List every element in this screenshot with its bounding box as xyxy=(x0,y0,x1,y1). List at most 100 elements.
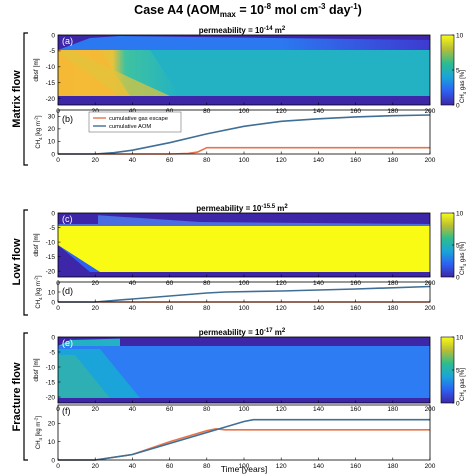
y-tick-label-d: 10 xyxy=(48,289,56,296)
colorbar-label-a: CH4 gas [%] xyxy=(460,70,467,103)
x-tick-label-c: 20 xyxy=(92,280,100,287)
colorbar-tick-label-a: 0 xyxy=(456,102,460,109)
y-axis-label-d: CH4 [kg m-2] xyxy=(34,275,44,309)
y-axis-label-c: dbsf [m] xyxy=(33,233,40,256)
figure-title: Case A4 (AOMmax = 10-8 mol cm-3 day-1) xyxy=(134,2,362,19)
colorbar-tick-label-e: 0 xyxy=(456,400,460,407)
y-tick-label-f: 0 xyxy=(51,457,55,464)
x-tick-label-a: 160 xyxy=(350,108,361,115)
y-tick-label-a: -5 xyxy=(49,48,55,55)
colorbar-label-e: CH4 gas [%] xyxy=(460,368,467,401)
x-tick-label-d: 20 xyxy=(92,305,100,312)
x-tick-label-e: 100 xyxy=(239,406,250,413)
x-tick-label-a: 180 xyxy=(387,108,398,115)
panel-tag-b: (b) xyxy=(62,114,73,124)
row-label-low-flow: Low flow xyxy=(11,238,23,285)
y-tick-label-e: -5 xyxy=(49,349,55,356)
colorbar-tick-label-a: 10 xyxy=(456,32,464,39)
row-label-fracture-flow: Fracture flow xyxy=(11,362,23,432)
x-tick-label-f: 100 xyxy=(239,463,250,470)
x-tick-label-c: 160 xyxy=(350,280,361,287)
y-tick-label-f: 10 xyxy=(48,439,56,446)
heatmap-panel-c xyxy=(58,213,430,277)
x-tick-label-f: 120 xyxy=(276,463,287,470)
x-tick-label-a: 120 xyxy=(276,108,287,115)
series-line-gas-escape-f xyxy=(58,427,430,461)
colorbar-label-c: CH4 gas [%] xyxy=(460,242,467,275)
x-tick-label-f: 20 xyxy=(92,463,100,470)
x-tick-label-d: 100 xyxy=(239,305,250,312)
x-tick-label-c: 140 xyxy=(313,280,324,287)
colorbar-tick-label-c: 10 xyxy=(456,210,464,217)
series-line-aom-f xyxy=(58,418,430,461)
y-tick-label-e: -10 xyxy=(46,364,56,371)
x-tick-label-b: 140 xyxy=(313,157,324,164)
x-tick-label-a: 80 xyxy=(203,108,211,115)
x-tick-label-f: 140 xyxy=(313,463,324,470)
x-tick-label-e: 80 xyxy=(203,406,211,413)
y-tick-label-b: 10 xyxy=(48,139,56,146)
permeability-label-c: permeability = 10-15.5 m2 xyxy=(196,204,288,213)
y-tick-label-e: 0 xyxy=(51,334,55,341)
permeability-label-e: permeability = 10-17 m2 xyxy=(199,328,286,337)
x-tick-label-d: 80 xyxy=(203,305,211,312)
x-tick-label-f: 80 xyxy=(203,463,211,470)
x-tick-label-d: 180 xyxy=(387,305,398,312)
x-tick-label-f: 0 xyxy=(56,463,60,470)
x-tick-label-d: 40 xyxy=(129,305,137,312)
x-tick-label-e: 120 xyxy=(276,406,287,413)
panel-tag-c: (c) xyxy=(62,214,73,224)
y-axis-label-e: dbsf [m] xyxy=(33,358,40,381)
x-tick-label-b: 40 xyxy=(129,157,137,164)
x-tick-label-b: 100 xyxy=(239,157,250,164)
y-tick-label-a: -10 xyxy=(46,64,56,71)
x-tick-label-d: 160 xyxy=(350,305,361,312)
x-tick-label-e: 140 xyxy=(313,406,324,413)
x-tick-label-b: 80 xyxy=(203,157,211,164)
x-tick-label-a: 60 xyxy=(166,108,174,115)
x-tick-label-c: 80 xyxy=(203,280,211,287)
x-tick-label-a: 140 xyxy=(313,108,324,115)
x-tick-label-e: 180 xyxy=(387,406,398,413)
x-tick-label-d: 0 xyxy=(56,305,60,312)
x-tick-label-c: 100 xyxy=(239,280,250,287)
x-tick-label-d: 60 xyxy=(166,305,174,312)
x-tick-label-b: 0 xyxy=(56,157,60,164)
y-tick-label-b: 20 xyxy=(48,126,56,133)
legend-label-aom: cumulative AOM xyxy=(109,124,151,130)
x-tick-label-b: 120 xyxy=(276,157,287,164)
x-tick-label-b: 60 xyxy=(166,157,174,164)
y-tick-label-c: 0 xyxy=(51,210,55,217)
x-tick-label-e: 60 xyxy=(166,406,174,413)
y-tick-label-c: -10 xyxy=(46,239,56,246)
x-tick-label-d: 200 xyxy=(425,305,436,312)
colorbar-tick-label-e: 10 xyxy=(456,334,464,341)
x-tick-label-b: 20 xyxy=(92,157,100,164)
y-axis-label-b: CH4 [kg m-2] xyxy=(34,115,44,149)
y-tick-label-a: 0 xyxy=(51,32,55,39)
x-tick-label-c: 40 xyxy=(129,280,137,287)
permeability-label-a: permeability = 10-14 m2 xyxy=(199,26,286,35)
series-line-aom-d xyxy=(58,285,431,303)
y-tick-label-f: 20 xyxy=(48,421,56,428)
y-axis-label-a: dbsf [m] xyxy=(33,58,40,81)
y-tick-label-c: -20 xyxy=(46,268,56,275)
x-tick-label-b: 160 xyxy=(350,157,361,164)
y-tick-label-d: 0 xyxy=(51,299,55,306)
y-tick-label-a: -15 xyxy=(46,80,56,87)
row-bracket-matrix xyxy=(23,32,28,166)
heatmap-panel-e xyxy=(58,337,430,403)
colorbar-tick-label-c: 0 xyxy=(456,274,460,281)
panel-tag-a: (a) xyxy=(62,36,73,46)
y-tick-label-e: -15 xyxy=(46,379,56,386)
panel-tag-e: (e) xyxy=(62,338,73,348)
y-tick-label-b: 30 xyxy=(48,114,56,121)
x-tick-label-f: 160 xyxy=(350,463,361,470)
x-tick-label-c: 180 xyxy=(387,280,398,287)
x-tick-label-d: 140 xyxy=(313,305,324,312)
y-tick-label-a: -20 xyxy=(46,96,56,103)
x-tick-label-f: 40 xyxy=(129,463,137,470)
x-tick-label-c: 60 xyxy=(166,280,174,287)
y-axis-label-f: CH4 [kg m-2] xyxy=(34,416,44,450)
